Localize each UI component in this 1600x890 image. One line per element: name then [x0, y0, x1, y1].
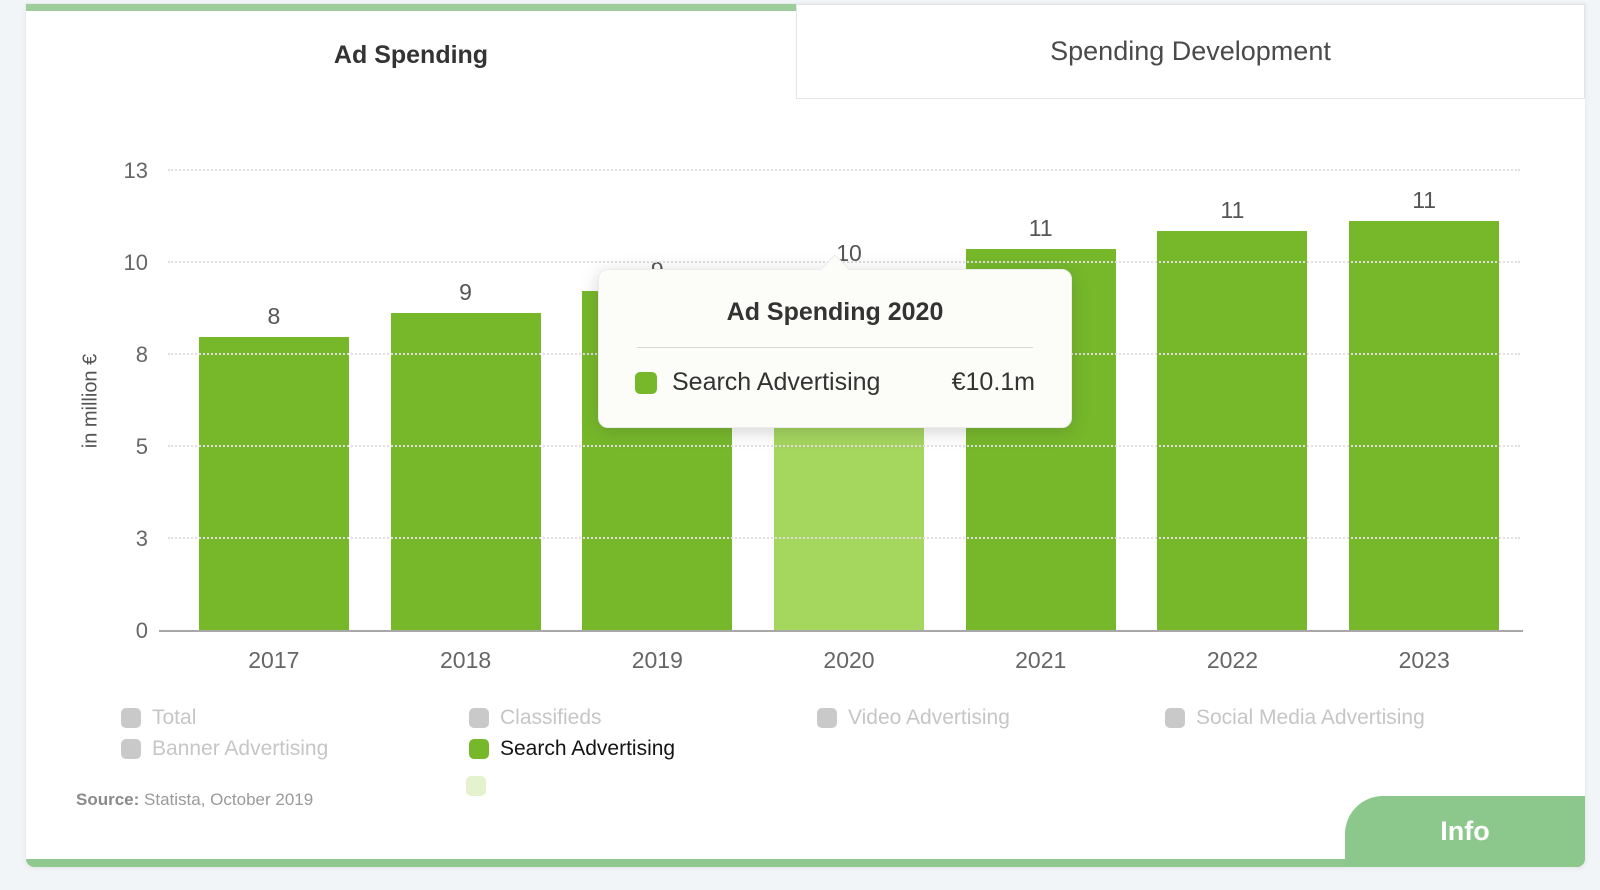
legend-item-video-advertising[interactable]: Video Advertising [817, 706, 1165, 730]
legend-swatch-icon [121, 708, 141, 728]
bar-2017[interactable] [198, 337, 349, 631]
y-tick-label-3: 3 [135, 526, 148, 551]
legend-swatch-icon [817, 708, 837, 728]
bar-value-label-2017: 8 [267, 303, 281, 330]
legend-item-search-advertising[interactable]: Search Advertising [469, 737, 817, 761]
y-tick-label-8: 8 [135, 342, 148, 367]
source-prefix: Source: [76, 790, 140, 809]
tooltip-series-row: Search Advertising €10.1m [633, 368, 1037, 397]
legend-label: Total [152, 706, 197, 729]
x-tick-label-2023: 2023 [1398, 647, 1450, 673]
bar-2018[interactable] [390, 312, 541, 631]
tooltip-series-swatch-icon [635, 371, 657, 394]
legend-ghost-swatch-icon [466, 776, 486, 796]
bar-slot-2022: 11 [1137, 171, 1329, 631]
x-axis-labels: 2017 2018 2019 2020 2021 2022 2023 [178, 647, 1520, 674]
y-tick-label-0: 0 [135, 618, 148, 643]
tab-spending-development[interactable]: Spending Development [796, 4, 1585, 99]
bar-value-label-2022: 11 [1220, 197, 1245, 224]
source-text: Statista, October 2019 [144, 790, 314, 809]
bar-slot-2017: 8 [178, 171, 370, 631]
legend-label: Social Media Advertising [1196, 706, 1425, 729]
bottom-green-bar [26, 859, 1585, 867]
gridline-10 [168, 261, 1520, 263]
source-line: Source: Statista, October 2019 [76, 790, 313, 810]
legend-swatch-icon [469, 708, 489, 728]
x-axis-line [159, 630, 1523, 632]
legend-label: Classifieds [500, 706, 602, 729]
legend-label: Search Advertising [500, 737, 676, 760]
tab-spending-development-label: Spending Development [1050, 36, 1331, 66]
bar-2023[interactable] [1349, 220, 1500, 631]
gridline-5 [168, 445, 1520, 447]
tab-ad-spending-label: Ad Spending [333, 40, 489, 69]
x-tick-label-2018: 2018 [439, 647, 492, 673]
bar-value-label-2023: 11 [1412, 186, 1437, 213]
tooltip-divider [637, 347, 1033, 348]
statista-widget-card: Ad Spending Spending Development in mill… [25, 3, 1586, 868]
y-tick-label-10: 10 [123, 250, 148, 275]
tab-bar: Ad Spending Spending Development [26, 4, 1585, 99]
bar-value-label-2018: 9 [459, 278, 472, 305]
legend-item-classifieds[interactable]: Classifieds [469, 706, 817, 730]
chart-tooltip: Ad Spending 2020 Search Advertising €10.… [598, 254, 1072, 428]
legend-label: Video Advertising [848, 706, 1010, 729]
legend-item-banner-advertising[interactable]: Banner Advertising [121, 737, 469, 761]
bar-slot-2023: 11 [1328, 171, 1520, 631]
x-tick-label-2020: 2020 [823, 647, 875, 673]
legend: Total Classifieds Video Advertising Social … [121, 706, 1513, 761]
legend-item-social-media-advertising[interactable]: Social Media Advertising [1165, 706, 1513, 730]
bar-slot-2018: 9 [370, 171, 562, 631]
legend-swatch-icon [121, 739, 141, 759]
x-tick-label-2017: 2017 [248, 647, 300, 673]
legend-label: Banner Advertising [152, 737, 329, 760]
gridline-3 [168, 537, 1520, 539]
legend-item-total[interactable]: Total [121, 706, 469, 730]
bar-2022[interactable] [1157, 231, 1308, 631]
x-tick-label-2019: 2019 [631, 647, 683, 673]
tooltip-series-label: Search Advertising [672, 368, 881, 396]
legend-swatch-icon [469, 739, 489, 759]
bar-value-label-2021: 11 [1028, 214, 1053, 241]
legend-swatch-icon [1165, 708, 1185, 728]
x-tick-label-2022: 2022 [1206, 647, 1259, 673]
info-button[interactable]: Info [1345, 796, 1585, 867]
gridline-13 [168, 169, 1520, 171]
x-tick-label-2021: 2021 [1015, 647, 1067, 673]
tab-ad-spending[interactable]: Ad Spending [26, 4, 796, 99]
tooltip-series-value: €10.1m [951, 368, 1035, 396]
tooltip-title: Ad Spending 2020 [726, 298, 944, 326]
y-tick-label-13: 13 [123, 158, 148, 183]
y-tick-label-5: 5 [135, 434, 148, 459]
